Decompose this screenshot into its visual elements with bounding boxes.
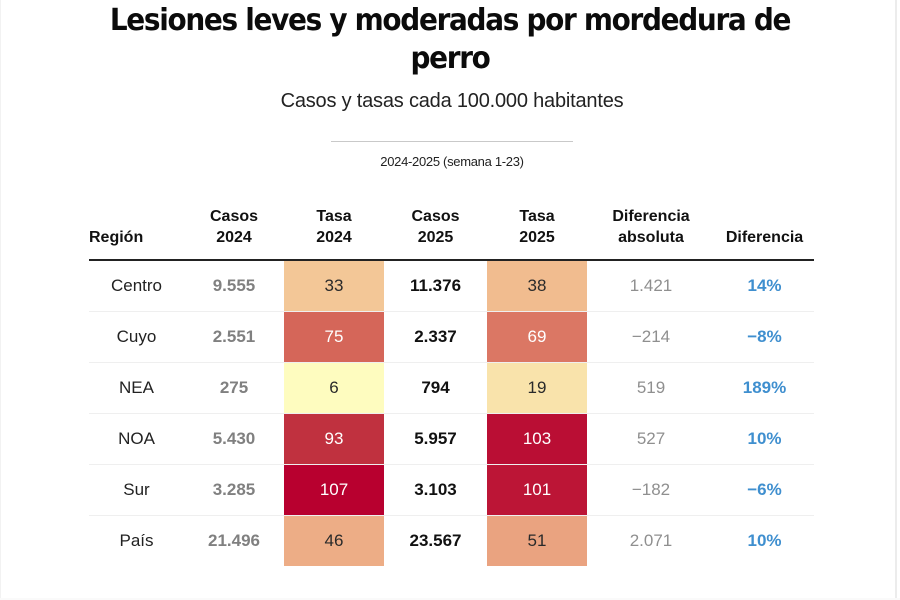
cell-diferencia: 189% (715, 362, 814, 414)
column-header-label: Región (89, 229, 144, 246)
cell-region: Cuyo (89, 311, 184, 363)
cell-casos-2024: 9.555 (184, 260, 284, 312)
cell-casos-2025: 23.567 (409, 531, 462, 550)
heat-cell-tasa-2024: 107 (284, 464, 384, 516)
bottom-edge (0, 598, 900, 600)
data-table: Región Casos 2024 Tasa 2024 Casos 2025 Tasa 2025… (89, 206, 814, 566)
table-header-row: Región Casos 2024 Tasa 2024 Casos 2025 Tasa 2025… (89, 206, 814, 261)
chart-subtitle: Casos y tasas cada 100.000 habitantes (280, 90, 624, 112)
column-header-label: Tasa (519, 208, 555, 225)
column-header-label: 2025 (519, 229, 555, 246)
cell-diferencia: −8% (715, 311, 814, 363)
heat-cell-tasa-2024: 93 (284, 413, 384, 465)
cell-region: NOA (89, 413, 184, 465)
heat-cell-tasa-2025: 69 (487, 311, 587, 363)
cell-diferencia-absoluta: −214 (587, 311, 715, 363)
cell-casos-2024: 3.285 (184, 464, 284, 516)
heat-cell-tasa-2024: 75 (284, 311, 384, 363)
heat-cell-tasa-2025: 38 (487, 260, 587, 312)
column-header-region: Región (89, 206, 184, 261)
cell-diferencia: −6% (715, 464, 814, 516)
table-row-noa: NOA 5.430 93 5.957 103 527 10% (89, 413, 814, 465)
heat-cell-tasa-2025: 101 (487, 464, 587, 516)
cell-casos-2024: 275 (184, 362, 284, 414)
heat-cell-tasa-2025: 19 (487, 362, 587, 414)
table-body: Centro 9.555 33 11.376 38 1.421 14% Cuyo 2.551 75… (89, 260, 814, 566)
cell-diferencia-absoluta: 1.421 (587, 260, 715, 312)
cell-casos-2024: 21.496 (208, 531, 260, 550)
cell-casos-2025: 794 (384, 362, 487, 414)
heat-cell-tasa-2024: 46 (284, 515, 384, 566)
column-header-tasa-2024: Tasa 2024 (284, 206, 384, 261)
column-header-label: 2024 (216, 229, 252, 246)
cell-casos-2024: 5.430 (184, 413, 284, 465)
column-header-label: absoluta (618, 229, 684, 246)
cell-diferencia-absoluta: 527 (587, 413, 715, 465)
column-header-label: 2024 (316, 229, 352, 246)
heat-cell-tasa-2025: 103 (487, 413, 587, 465)
cell-region: País (119, 531, 154, 550)
period-note: 2024-2025 (semana 1-23) (380, 154, 524, 169)
cell-region: Sur (89, 464, 184, 516)
column-header-label: Casos (209, 208, 259, 225)
table-row-pais: País 21.496 46 23.567 51 2.071 10% (89, 515, 814, 566)
cell-casos-2025: 5.957 (384, 413, 487, 465)
column-header-casos-2025: Casos 2025 (384, 206, 487, 261)
cell-casos-2025: 2.337 (384, 311, 487, 363)
table-row-nea: NEA 275 6 794 19 519 189% (89, 362, 814, 414)
heat-cell-tasa-2024: 6 (284, 362, 384, 414)
cell-casos-2025: 11.376 (384, 260, 487, 312)
table-row-cuyo: Cuyo 2.551 75 2.337 69 −214 −8% (89, 311, 814, 363)
column-header-label: Casos (411, 208, 460, 225)
chart-title: Lesiones leves y moderadas por mordedura… (109, 3, 792, 76)
cell-diferencia-absoluta: 2.071 (629, 531, 673, 550)
column-header-label: Diferencia (725, 229, 804, 246)
cell-casos-2025: 3.103 (384, 464, 487, 516)
divider (331, 141, 573, 142)
cell-region: NEA (89, 362, 184, 414)
cell-diferencia: 10% (747, 531, 782, 550)
cell-diferencia-absoluta: 519 (587, 362, 715, 414)
column-header-tasa-2025: Tasa 2025 (487, 206, 587, 261)
table-row-sur: Sur 3.285 107 3.103 101 −182 −6% (89, 464, 814, 516)
column-header-diferencia-absoluta: Diferencia absoluta (587, 206, 715, 261)
cell-diferencia: 10% (715, 413, 814, 465)
column-header-label: Tasa (316, 208, 352, 225)
table-row-centro: Centro 9.555 33 11.376 38 1.421 14% (89, 260, 814, 312)
column-header-diferencia: Diferencia (715, 206, 814, 261)
heat-cell-tasa-2025: 51 (487, 515, 587, 566)
cell-region: Centro (89, 260, 184, 312)
cell-casos-2024: 2.551 (184, 311, 284, 363)
cell-diferencia-absoluta: −182 (587, 464, 715, 516)
heat-cell-tasa-2024: 33 (284, 260, 384, 312)
column-header-label: 2025 (417, 229, 454, 246)
cell-diferencia: 14% (715, 260, 814, 312)
column-header-label: Diferencia (612, 208, 690, 225)
column-header-casos-2024: Casos 2024 (184, 206, 284, 261)
